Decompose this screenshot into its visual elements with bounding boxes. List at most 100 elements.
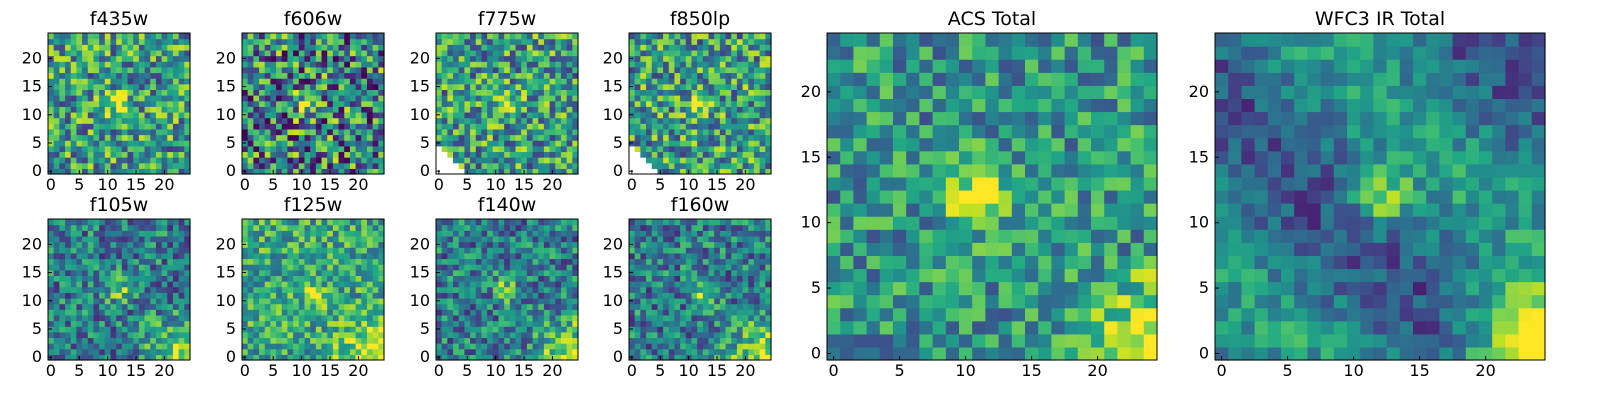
heatmap-cell [634,162,641,169]
heatmap-cell [748,128,755,136]
heatmap-cell [150,292,157,299]
heatmap-cell [310,269,317,276]
heatmap-cell [475,49,483,57]
heatmap-cell [355,140,362,147]
heatmap-cell [127,162,134,169]
heatmap-cell [663,134,670,141]
heatmap-cell [674,78,681,85]
heatmap-cell [515,348,522,355]
heatmap-cell [668,95,676,102]
heatmap-cell [549,275,556,282]
heatmap-cell [167,106,174,113]
heatmap-cell [470,264,477,271]
heatmap-cell [458,297,465,305]
heatmap-cell [321,38,328,45]
heatmap-cell [566,157,573,164]
heatmap-cell [321,219,328,226]
heatmap-cell [76,134,83,141]
heatmap-cell [104,252,112,260]
heatmap-cell [276,258,283,265]
heatmap-cell [161,297,168,305]
x-tick-label: 10 [678,175,698,194]
heatmap-cell [366,247,374,254]
heatmap-cell [372,269,379,276]
heatmap-cell [492,292,500,299]
heatmap-cell [53,72,60,79]
heatmap-cell [663,72,670,79]
heatmap-cell [264,100,271,107]
heatmap-cell [48,331,55,339]
heatmap-cell [458,78,465,85]
heatmap-cell [264,258,271,265]
heatmap-cell [167,100,174,107]
heatmap-cell [498,230,505,237]
heatmap-cell [99,157,106,164]
heatmap-cell [691,275,698,282]
heatmap-cell [82,343,89,350]
heatmap-cell [184,49,191,57]
heatmap-cell [765,61,772,68]
heatmap-cell [349,297,357,305]
heatmap-cell [731,303,738,310]
heatmap-cell [110,140,117,147]
heatmap-cell [759,78,766,85]
heatmap-cell [481,348,488,355]
heatmap-cell [270,151,277,158]
heatmap-cell [127,258,134,265]
heatmap-cell [691,157,698,164]
heatmap-cell [742,286,749,293]
heatmap-cell [378,326,385,333]
heatmap-cell [315,303,323,310]
heatmap-cell [543,348,551,355]
heatmap-cell [349,230,357,237]
heatmap-cell [555,292,562,299]
heatmap-cell [753,38,761,45]
heatmap-cell [458,72,465,79]
heatmap-cell [629,33,636,40]
heatmap-cell [138,219,146,226]
heatmap-cell [674,303,681,310]
heatmap-cell [338,145,345,153]
heatmap-cell [521,286,528,293]
heatmap-cell [538,78,545,85]
heatmap-cell [366,49,374,57]
heatmap-cell [259,348,266,355]
heatmap-cell [492,72,500,79]
heatmap-cell [144,292,151,299]
heatmap-cell [509,78,517,85]
heatmap-cell [708,66,715,74]
heatmap-cell [680,128,687,136]
heatmap-cell [53,134,60,141]
heatmap-cell [99,230,106,237]
heatmap-cell [509,44,517,51]
heatmap-cell [82,264,89,271]
heatmap-cell [332,100,340,107]
heatmap-cell [327,331,334,339]
heatmap-cell [543,337,551,344]
heatmap-cell [127,348,134,355]
heatmap-cell [287,235,294,243]
heatmap-cell [753,157,761,164]
heatmap-cell [304,326,311,333]
heatmap-cell [640,38,647,45]
heatmap-cell [133,44,140,51]
heatmap-cell [458,314,465,322]
heatmap-cell [65,162,72,169]
heatmap-cell [753,320,761,327]
heatmap-cell [270,219,277,226]
heatmap-cell [475,61,483,68]
heatmap-cell [167,269,174,276]
heatmap-cell [121,61,129,68]
heatmap-cell [691,264,698,271]
heatmap-cell [178,309,185,316]
heatmap-cell [304,38,311,45]
heatmap-cell [719,83,727,90]
heatmap-cell [264,117,271,124]
heatmap-cell [281,117,289,124]
heatmap-cell [276,72,283,79]
heatmap-cell [332,145,340,153]
heatmap-cell [332,72,340,79]
heatmap-cell [87,241,95,248]
heatmap-cell [104,309,112,316]
heatmap-cell [736,258,744,265]
